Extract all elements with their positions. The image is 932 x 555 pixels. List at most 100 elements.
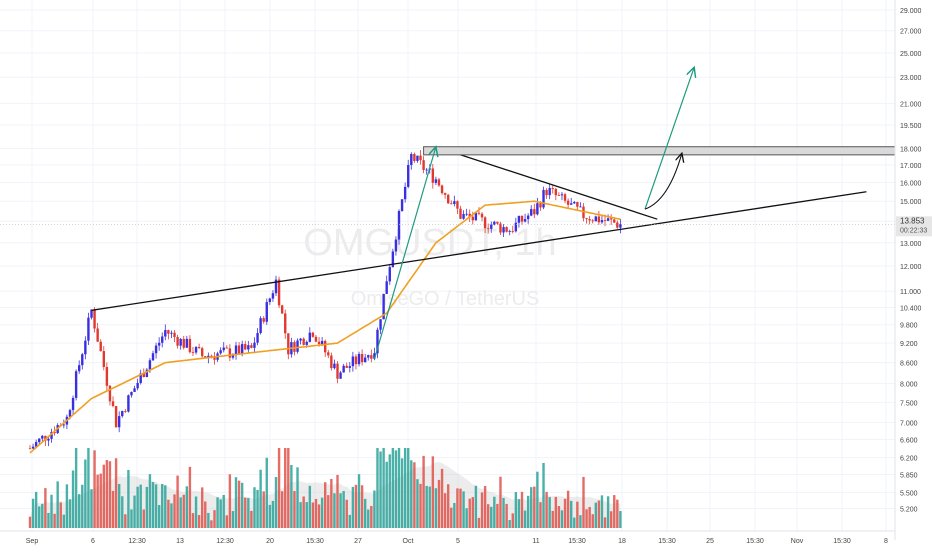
y-tick-label: 8.600 xyxy=(900,361,918,368)
candle-body xyxy=(90,309,93,318)
volume-bar xyxy=(591,514,594,528)
volume-bar xyxy=(579,515,582,528)
volume-bar xyxy=(585,509,588,528)
candle-body xyxy=(142,373,145,378)
volume-bar xyxy=(351,486,355,528)
candle-body xyxy=(388,267,391,282)
candle-body xyxy=(256,333,259,343)
candle-body xyxy=(425,169,428,171)
volume-bar xyxy=(161,483,164,528)
volume-bar xyxy=(400,458,404,528)
candle-body xyxy=(68,410,72,417)
candle-body xyxy=(185,338,189,348)
volume-bar xyxy=(407,448,410,528)
volume-bar xyxy=(133,495,136,528)
candle-body xyxy=(588,219,591,221)
volume-bar xyxy=(382,448,385,528)
candle-body xyxy=(299,338,302,341)
candle-body xyxy=(44,435,47,441)
volume-bar xyxy=(397,448,401,528)
volume-bar xyxy=(127,469,130,528)
candle-body xyxy=(139,373,142,383)
x-tick-label: 6 xyxy=(91,538,95,545)
candle-body xyxy=(305,341,308,345)
volume-bar xyxy=(453,502,456,528)
volume-bar xyxy=(210,520,213,528)
y-tick-label: 9.800 xyxy=(900,323,918,330)
y-tick-label: 6.200 xyxy=(900,456,918,463)
resistance-zone[interactable] xyxy=(423,146,896,156)
candle-body xyxy=(523,219,527,222)
volume-bar xyxy=(68,499,72,528)
volume-bar xyxy=(148,474,152,528)
volume-bar xyxy=(545,491,548,528)
volume-bar xyxy=(87,448,90,528)
x-tick-label: 15:30 xyxy=(833,538,851,545)
candle-body xyxy=(370,355,373,359)
candle-body xyxy=(41,435,44,439)
volume-bar xyxy=(234,477,238,528)
candle-body xyxy=(600,220,604,223)
volume-bar xyxy=(93,450,96,528)
candle-body xyxy=(231,355,235,358)
x-tick-label: 8 xyxy=(884,538,888,545)
candle-body xyxy=(539,203,542,208)
candle-body xyxy=(151,353,155,361)
breakout-arrow-target[interactable] xyxy=(644,153,682,210)
volume-bar xyxy=(554,496,558,528)
candle-body xyxy=(114,406,118,428)
volume-bar xyxy=(465,508,468,528)
volume-bar xyxy=(493,496,496,528)
candle-body xyxy=(348,366,351,368)
volume-bar xyxy=(419,483,422,528)
volume-bar xyxy=(530,487,533,528)
candle-body xyxy=(253,342,256,348)
candle-body xyxy=(407,165,410,187)
volume-bar xyxy=(173,494,176,528)
candle-body xyxy=(594,216,597,222)
volume-bar xyxy=(102,464,105,528)
candle-body xyxy=(194,347,198,353)
x-tick-label: 12:30 xyxy=(128,538,146,545)
price-tag-price: 13.853 xyxy=(900,216,925,225)
candle-body xyxy=(566,200,570,205)
volume-bar xyxy=(422,455,425,528)
time-axis[interactable]: Sep 6 12:30 13 12:30 20 15:30 27 Oct 5 11 15:30 18 15… xyxy=(0,530,895,545)
projection-arrow[interactable] xyxy=(373,147,436,360)
volume-bar xyxy=(480,492,484,528)
trendline[interactable] xyxy=(435,146,658,220)
candle-body xyxy=(31,446,35,449)
y-tick-label: 11.000 xyxy=(900,289,921,296)
trendline[interactable] xyxy=(91,191,867,311)
volume-bar xyxy=(339,493,342,528)
candle-body xyxy=(526,215,530,220)
volume-bar xyxy=(327,495,330,528)
projection-arrow[interactable] xyxy=(644,67,694,210)
candle-body xyxy=(179,338,182,346)
volume-bar xyxy=(348,514,351,528)
candle-body xyxy=(296,340,299,352)
volume-bar xyxy=(613,495,616,528)
candle-body xyxy=(609,218,613,220)
candle-body xyxy=(213,356,216,360)
candle-body xyxy=(250,345,253,348)
volume-bar xyxy=(317,504,321,528)
volume-bar xyxy=(59,502,62,528)
volume-bar xyxy=(311,502,315,528)
candle-body xyxy=(127,395,130,412)
volume-bar xyxy=(474,485,478,528)
volume-bar xyxy=(603,517,607,528)
candle-body xyxy=(324,340,327,353)
volume-bar xyxy=(139,484,142,528)
candle-body xyxy=(121,411,124,417)
volume-bar xyxy=(440,468,444,528)
candle-body xyxy=(486,228,490,230)
x-tick-label: 15:30 xyxy=(746,538,764,545)
candle-body xyxy=(354,356,358,365)
candle-body xyxy=(74,371,78,398)
price-axis[interactable]: 5.200 5.500 5.850 6.200 6.600 7.000 7.500 8.000… xyxy=(894,0,922,540)
candle-body xyxy=(47,438,50,441)
